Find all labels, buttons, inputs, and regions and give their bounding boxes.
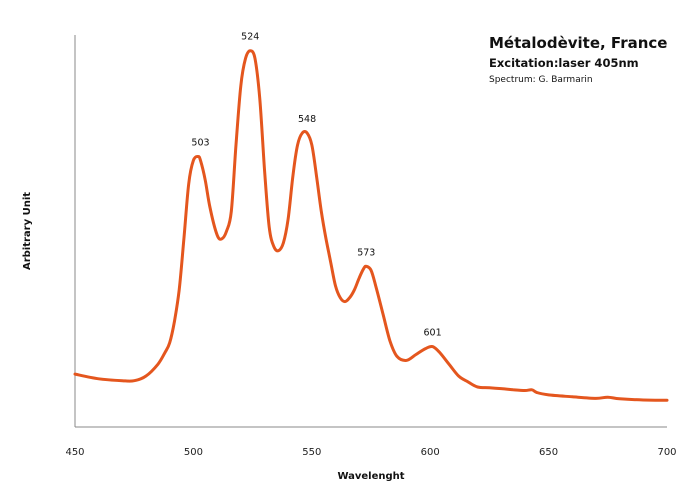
x-tick-label: 450: [65, 447, 84, 458]
x-tick-label: 650: [539, 447, 558, 458]
spectrum-series-line: [73, 49, 669, 402]
x-tick-label: 500: [184, 447, 203, 458]
peak-label: 503: [191, 138, 209, 149]
x-tick-labels: 450 500 550 600 650 700: [65, 447, 676, 458]
peak-label: 548: [298, 114, 316, 125]
chart-subtitle: Excitation:laser 405nm: [489, 56, 639, 70]
chart-credit: Spectrum: G. Barmarin: [489, 75, 593, 85]
x-tick-label: 550: [302, 447, 321, 458]
peak-labels: 503 524 548 573 601: [191, 32, 441, 339]
peak-label: 601: [423, 328, 441, 339]
peak-label: 524: [241, 32, 259, 43]
axes: [74, 35, 667, 428]
peak-label: 573: [357, 247, 375, 258]
chart-title: Métalodèvite, France: [489, 34, 667, 52]
x-tick-label: 600: [421, 447, 440, 458]
x-tick-label: 700: [657, 447, 676, 458]
x-axis-label: Wavelenght: [337, 471, 404, 482]
y-axis-label: Arbitrary Unit: [22, 192, 33, 270]
